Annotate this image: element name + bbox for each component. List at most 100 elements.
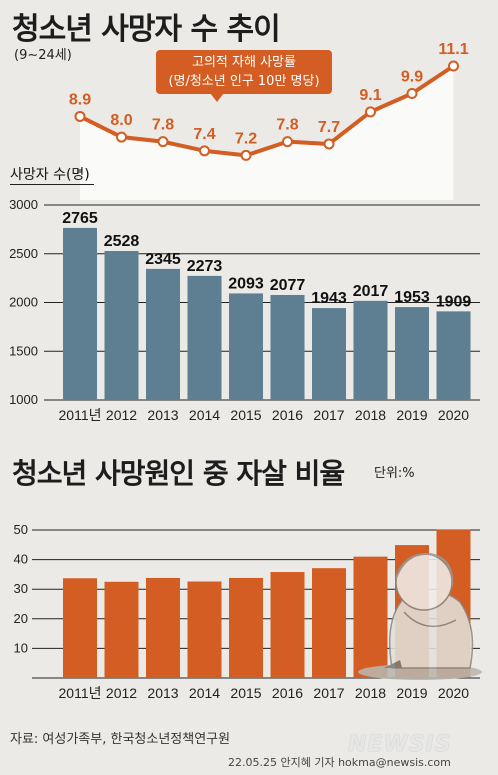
bar1-bar [104,251,139,400]
line-point [365,106,376,118]
bar1-bar [63,227,97,400]
bar1-ytick-label: 2000 [9,295,38,310]
bar2-value-label: 33.8 [147,585,178,602]
bar1-category-label: 2012 [106,407,137,423]
bar1-value-label: 2017 [353,283,389,300]
bar1-category-label: 2019 [396,407,427,423]
bar2-bar [312,568,346,678]
line-value-label: 7.2 [235,130,257,147]
bar2-category-label: 2018 [355,685,386,701]
bar2-value-label: 32.6 [189,589,220,606]
bar1-category-label: 2013 [147,407,178,423]
line-area-fill [80,66,454,200]
bar1-value-label: 2077 [270,277,306,294]
bar2-ytick-label: 10 [14,640,28,655]
bar1-ytick-label: 3000 [9,197,38,212]
bar1-ytick-label: 1500 [9,343,38,358]
bar1-bar [146,268,180,400]
bar2-value-label: 50.1 [438,537,469,554]
line-value-label: 7.4 [193,126,215,143]
bar2-value-label: 33.8 [230,585,261,602]
bar2-ytick-label: 20 [14,611,28,626]
bar1-ytick-label: 1000 [9,392,38,407]
line-value-label: 9.9 [401,69,423,86]
bar2-bar [104,581,139,678]
bar2-bar [353,556,388,678]
bar2-bar [270,572,305,678]
bar2-value-label: 35.8 [272,579,303,596]
bar2-category-label: 2013 [147,685,178,701]
bar1-bar [229,293,263,400]
bar2-bar [63,578,97,678]
bar1-bar [395,307,429,400]
bar1-value-label: 1943 [311,290,347,307]
bar1-ytick-label: 2500 [9,246,38,261]
page-subtitle: (9∼24세) [14,48,72,63]
line-value-label: 11.1 [438,41,468,58]
illustration-arms [403,611,457,628]
bar1-bar [187,275,222,400]
line-point [448,60,459,72]
callout-line2: (명/청소년 인구 10만 명당) [168,74,320,89]
bar2-value-label: 41.0 [355,564,386,581]
bar1-category-label: 2015 [230,407,261,423]
bar1-value-label: 2765 [62,210,98,227]
illustration-hair [395,552,454,587]
line-series [79,64,455,158]
line-point [282,136,293,148]
bar1-value-label: 2093 [228,275,264,292]
bar2-ytick-label: 40 [14,552,28,567]
bar2-category-label: 2017 [313,685,344,701]
line-value-label: 7.7 [318,119,340,136]
crouching-child-illustration [358,552,482,680]
line-point [157,136,169,148]
callout-line1: 고의적 자해 사망률 [192,55,296,70]
bar2-bar [229,577,263,678]
bar2-bar [146,577,180,678]
bar2-category-label: 2015 [230,685,261,701]
bar1-bar [312,308,346,400]
line-value-label: 8.0 [110,112,132,129]
bar1-bar [436,311,471,400]
bar2-value-label: 33.7 [64,585,95,602]
bar2-value-label: 32.5 [106,589,137,606]
bar1-value-label: 2345 [145,251,181,268]
bar2-category-label: 2011년 [59,685,102,701]
line-value-label: 7.8 [152,117,174,134]
bar2-category-label: 2014 [189,685,220,701]
section2-title: 청소년 사망원인 중 자살 비율 [12,457,345,490]
line-point [406,88,418,100]
newsis-logo: NEWSIS [348,732,452,757]
line-value-label: 7.8 [276,117,298,134]
bar1-value-label: 2528 [104,233,140,250]
bar2-category-label: 2020 [438,685,469,701]
line-value-label: 8.9 [69,91,91,108]
line-point [116,131,127,143]
bar1-category-label: 2020 [438,407,469,423]
bar2-ytick-label: 30 [14,581,28,596]
bar1-value-label: 1909 [436,293,472,310]
source-text: 자료: 여성가족부, 한국청소년정책연구원 [10,732,231,747]
line-chart-callout: 고의적 자해 사망률 (명/청소년 인구 10만 명당) [156,50,332,94]
bar1-category-label: 2016 [272,407,303,423]
bar2-category-label: 2016 [272,685,303,701]
line-value-label: 9.1 [359,87,381,104]
bar2-bar [187,581,222,678]
bar1-category-label: 2017 [313,407,344,423]
page-title: 청소년 사망자 수 추이 [12,12,281,47]
bar1-category-label: 2011년 [59,407,102,423]
bar1-bar [353,300,388,400]
line-point [199,145,210,157]
bar1-category-label: 2018 [355,407,386,423]
bar1-value-label: 2273 [187,258,223,275]
bar1-category-label: 2014 [189,407,220,423]
bar2-category-label: 2012 [106,685,137,701]
bar-chart-ylabel: 사망자 수(명) [10,164,94,185]
line-point [323,138,335,150]
bar2-category-label: 2019 [396,685,427,701]
section2-unit: 단위:% [374,466,415,481]
bar2-value-label: 37.1 [313,575,344,592]
bar2-ytick-label: 50 [14,522,28,537]
